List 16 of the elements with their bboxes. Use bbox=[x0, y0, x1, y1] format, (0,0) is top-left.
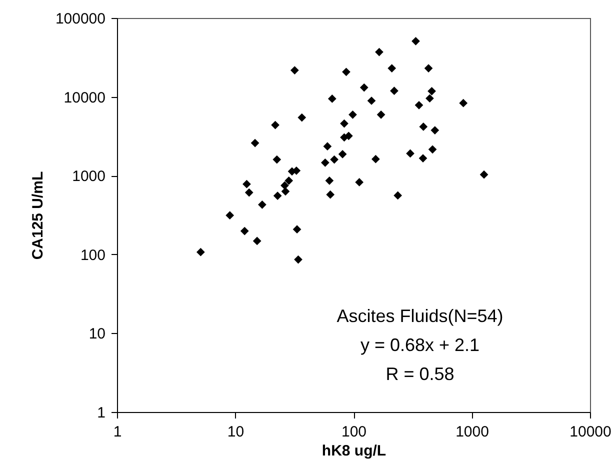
y-tick-label: 100000 bbox=[55, 10, 106, 28]
y-tick-label: 100 bbox=[80, 246, 106, 264]
y-tick-label: 10 bbox=[88, 326, 106, 343]
annotation: y = 0.68x + 2.1 bbox=[360, 335, 480, 355]
y-tick-label: 1 bbox=[97, 404, 106, 422]
y-axis-title: CA125 U/mL bbox=[29, 171, 46, 260]
y-tick-label: 10000 bbox=[64, 89, 106, 106]
annotation: Ascites Fluids(N=54) bbox=[336, 306, 504, 326]
x-tick-label: 10000 bbox=[570, 424, 612, 440]
x-axis-title: hK8 ug/L bbox=[322, 442, 386, 460]
x-tick-label: 1 bbox=[113, 424, 122, 440]
x-tick-label: 10 bbox=[227, 424, 244, 440]
x-tick-label: 1000 bbox=[456, 424, 489, 440]
annotation: R = 0.58 bbox=[386, 364, 454, 384]
x-tick-label: 100 bbox=[341, 424, 367, 440]
y-tick-label: 1000 bbox=[72, 168, 106, 186]
